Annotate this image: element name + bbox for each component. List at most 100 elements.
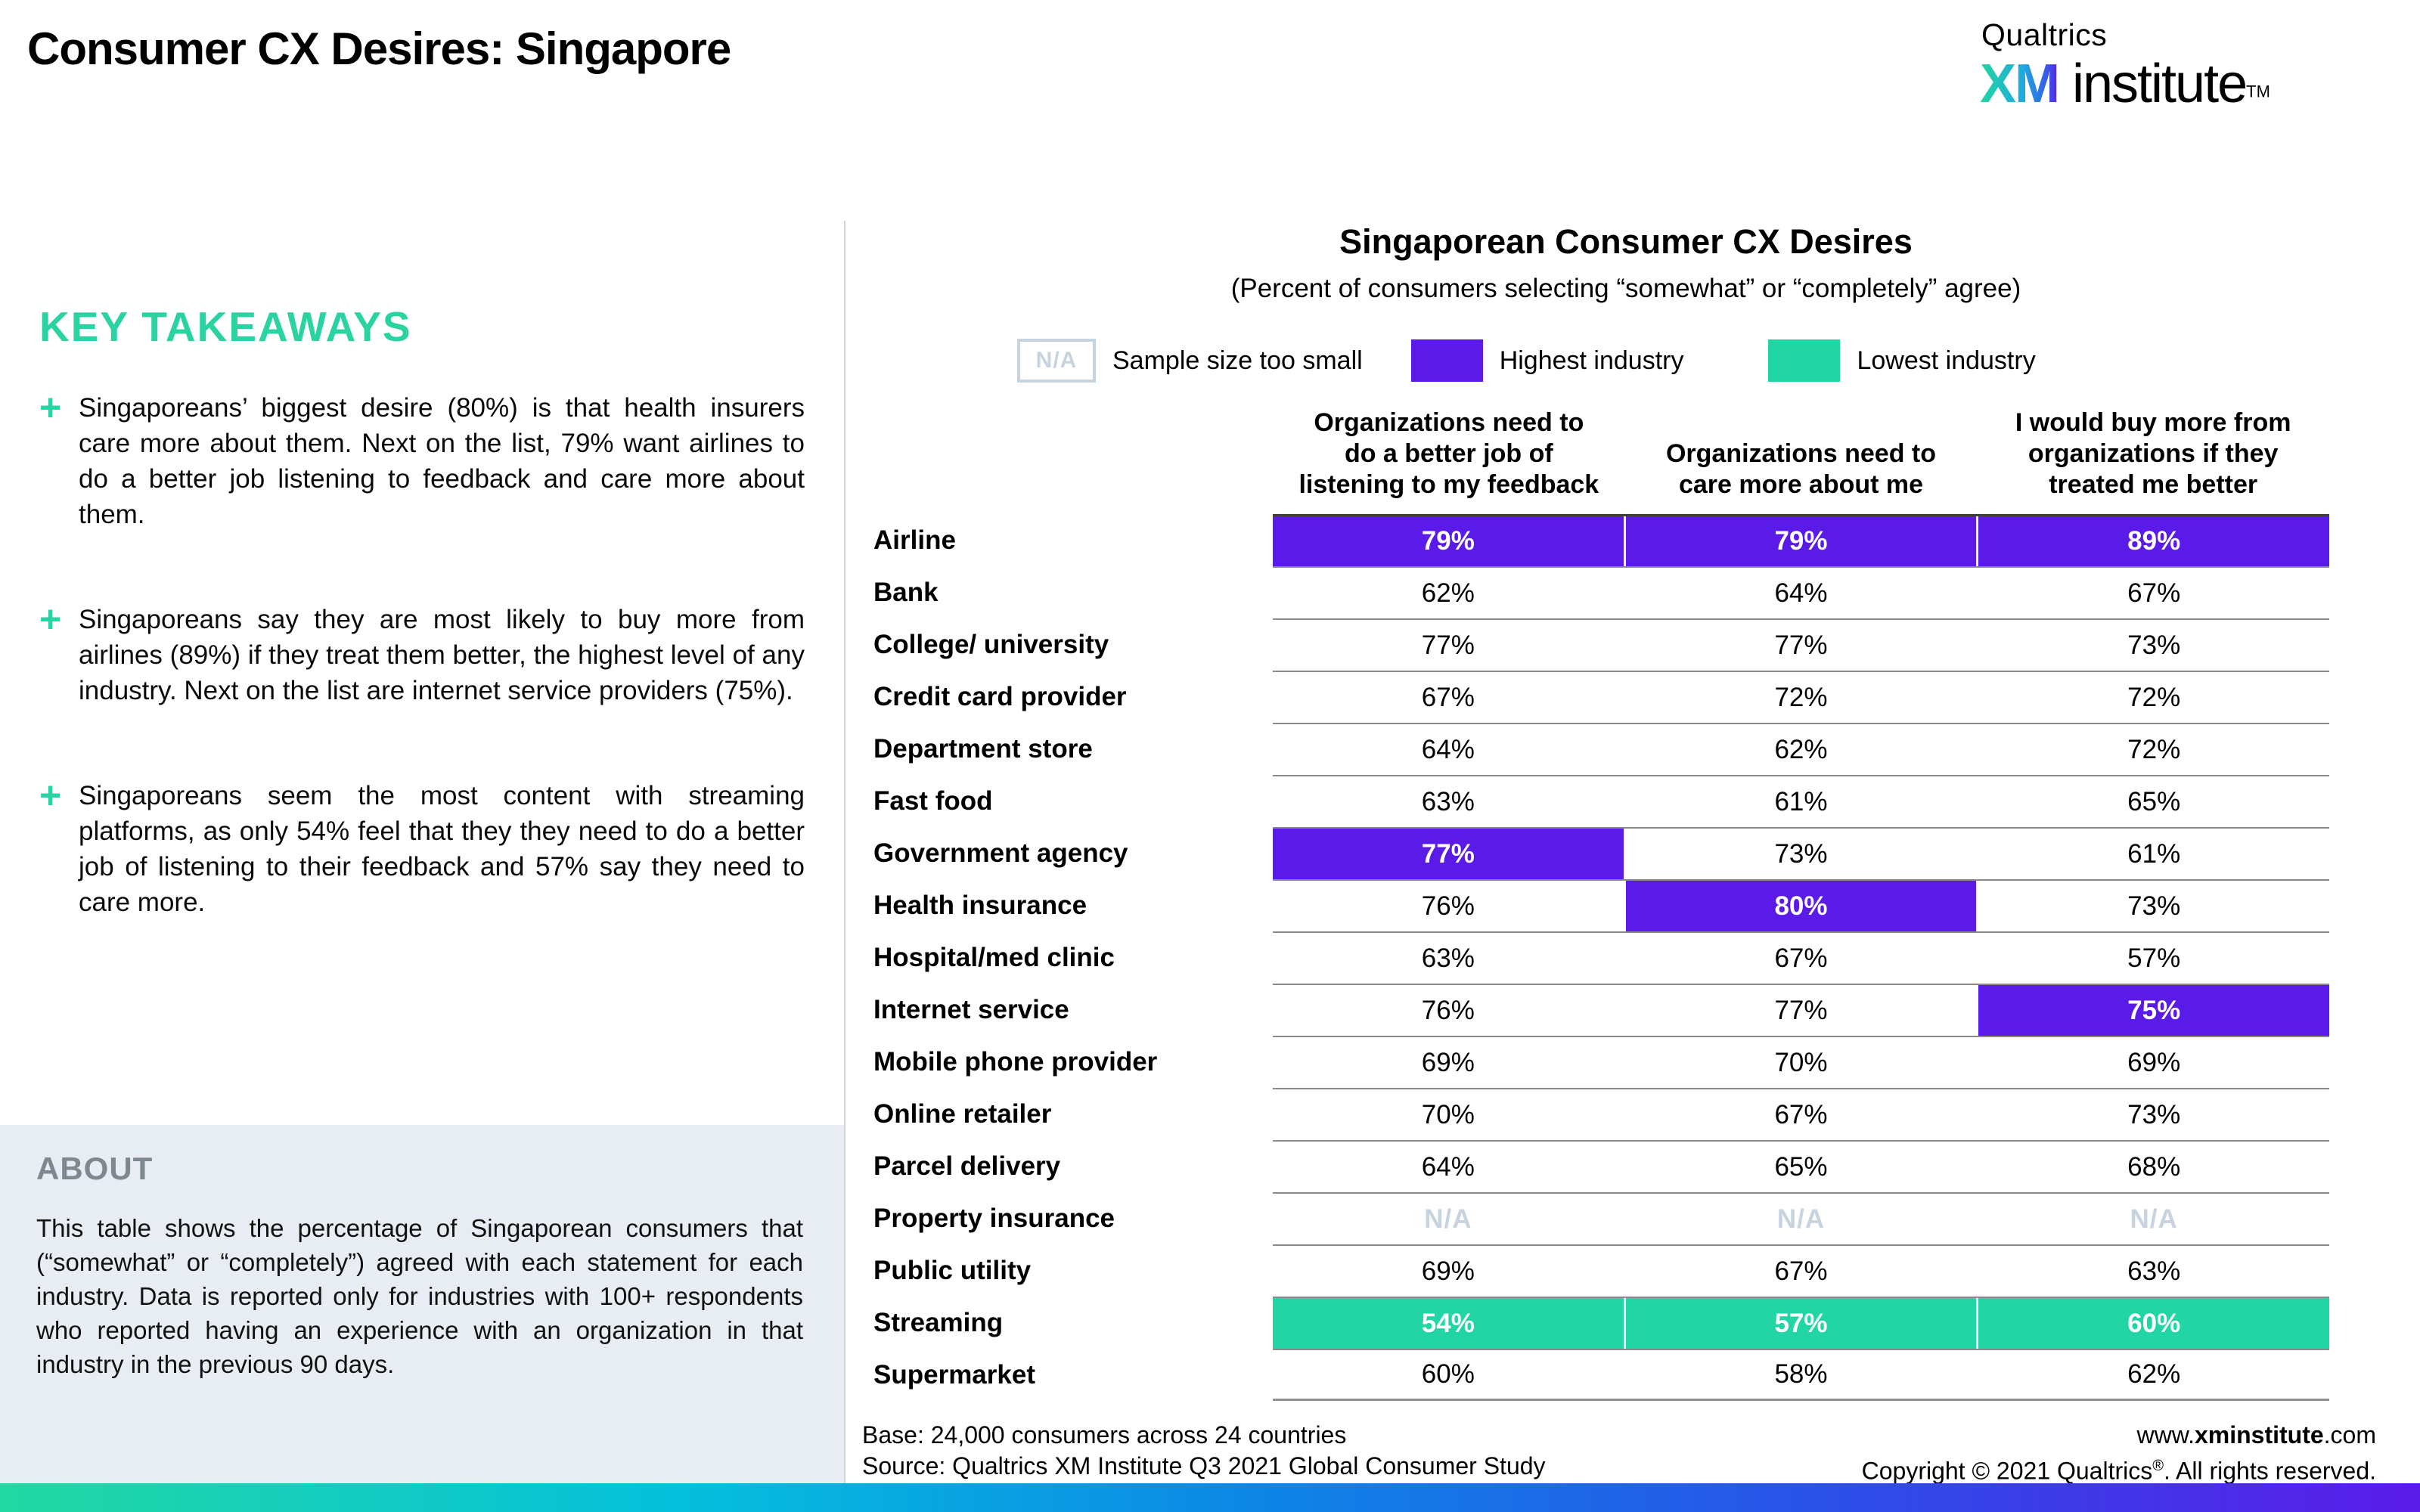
row-label: Mobile phone provider xyxy=(873,1046,1158,1077)
highest-industry-swatch xyxy=(1410,339,1483,382)
row-cells: 63% 67% 57% xyxy=(1273,931,2329,984)
row-label: Fast food xyxy=(873,785,993,816)
value-cell: N/A xyxy=(1623,1194,1977,1244)
table-row: Airline 79% 79% 89% xyxy=(873,514,2330,566)
website-url: www.xminstitute.com xyxy=(2136,1421,2376,1448)
row-cells: 63% 61% 65% xyxy=(1273,775,2329,827)
value-cell: 73% xyxy=(1976,881,2329,931)
table-row: Supermarket 60% 58% 62% xyxy=(873,1349,2329,1401)
value-cell: 63% xyxy=(1421,786,1475,816)
value-cell: 69% xyxy=(1976,1037,2329,1088)
table-row: Department store 64% 62% 72% xyxy=(873,723,2329,775)
value-cell: 61% xyxy=(1623,776,1977,827)
table-row: Hospital/med clinic 63% 67% 57% xyxy=(873,931,2329,984)
value-cell: 70% xyxy=(1623,1037,1977,1088)
row-cells: 77% 73% 61% xyxy=(1273,827,2329,879)
legend: N/A Sample size too small Highest indust… xyxy=(1017,339,2036,383)
value-cell: 65% xyxy=(1976,776,2329,827)
table-row: Fast food 63% 61% 65% xyxy=(873,775,2329,827)
footer-source-block: Base: 24,000 consumers across 24 countri… xyxy=(862,1420,1546,1482)
value-cell: 62% xyxy=(1976,1350,2329,1399)
value-cell: 76% xyxy=(1421,995,1475,1025)
value-cell: 73% xyxy=(1976,1089,2329,1140)
value-cell: 73% xyxy=(1623,829,1977,879)
page-title: Consumer CX Desires: Singapore xyxy=(27,23,731,74)
row-cells: 64% 62% 72% xyxy=(1273,723,2329,775)
row-label: Airline xyxy=(873,525,956,555)
column-headers: Organizations need to do a better job of l… xyxy=(1273,404,2329,505)
row-label: Credit card provider xyxy=(873,681,1127,711)
value-cell: 61% xyxy=(1976,829,2329,879)
row-cells: 67% 72% 72% xyxy=(1273,671,2329,723)
row-cells: 76% 80% 73% xyxy=(1273,879,2329,931)
qualtrics-xm-institute-logo: Qualtrics XM instituteTM xyxy=(1980,20,2270,114)
value-cell: 76% xyxy=(1421,891,1475,921)
row-label: Online retailer xyxy=(873,1098,1052,1129)
na-sample-box: N/A xyxy=(1017,339,1096,383)
takeaway-item: + Singaporeans seem the most content wit… xyxy=(39,774,805,920)
value-cell: 67% xyxy=(1623,1089,1977,1140)
takeaway-item: + Singaporeans say they are most likely … xyxy=(39,600,805,708)
plus-bullet-icon: + xyxy=(39,774,62,816)
takeaway-text: Singaporeans say they are most likely to… xyxy=(79,605,805,705)
chart-subtitle: (Percent of consumers selecting “somewha… xyxy=(1230,274,2021,303)
value-cell: 79% xyxy=(1273,516,1624,566)
column-header: I would buy more from organizations if th… xyxy=(2015,408,2291,499)
vertical-divider xyxy=(844,221,845,1483)
row-label: Department store xyxy=(873,733,1093,764)
value-cell: 63% xyxy=(1976,1246,2329,1297)
row-label: Public utility xyxy=(873,1255,1032,1285)
table-row: Government agency 77% 73% 61% xyxy=(873,827,2329,879)
row-label: Bank xyxy=(873,577,939,607)
table-row: College/ university 77% 77% 73% xyxy=(873,618,2329,671)
value-cell: 80% xyxy=(1623,881,1977,931)
table-row: Parcel delivery 64% 65% 68% xyxy=(873,1140,2329,1192)
value-cell: 67% xyxy=(1976,568,2329,618)
value-cell: 62% xyxy=(1421,578,1475,608)
value-cell: 77% xyxy=(1623,620,1977,671)
bottom-gradient-bar xyxy=(0,1483,2420,1512)
trademark-symbol: TM xyxy=(2246,82,2270,101)
table-row: Internet service 76% 77% 75% xyxy=(873,984,2330,1036)
value-cell: 57% xyxy=(1976,933,2329,984)
value-cell: 60% xyxy=(1421,1359,1475,1389)
table-body: Airline 79% 79% 89% Bank 62% 64% 67% College/ un… xyxy=(873,514,2330,1401)
row-label: Government agency xyxy=(873,838,1128,868)
value-cell: N/A xyxy=(1424,1204,1472,1234)
row-cells: 79% 79% 89% xyxy=(1273,514,2330,566)
value-cell: 67% xyxy=(1421,682,1475,712)
value-cell: 54% xyxy=(1273,1298,1624,1349)
value-cell: 57% xyxy=(1623,1298,1977,1349)
table-row: Health insurance 76% 80% 73% xyxy=(873,879,2329,931)
value-cell: 73% xyxy=(1976,620,2329,671)
table-row: Bank 62% 64% 67% xyxy=(873,566,2329,618)
row-cells: 54% 57% 60% xyxy=(1273,1297,2330,1349)
source-note: Source: Qualtrics XM Institute Q3 2021 G… xyxy=(862,1452,1546,1479)
value-cell: 64% xyxy=(1421,734,1475,764)
value-cell: 77% xyxy=(1273,829,1624,879)
row-label: Streaming xyxy=(873,1307,1004,1337)
value-cell: 60% xyxy=(1976,1298,2330,1349)
key-takeaways-section: KEY TAKEAWAYS + Singaporeans’ biggest de… xyxy=(39,302,805,920)
column-header: Organizations need to care more about me xyxy=(1665,439,1937,499)
table-row: Mobile phone provider 69% 70% 69% xyxy=(873,1036,2329,1088)
value-cell: 62% xyxy=(1623,724,1977,775)
value-cell: 63% xyxy=(1421,943,1475,973)
logo-institute: institute xyxy=(2059,54,2248,114)
value-cell: N/A xyxy=(1976,1194,2329,1244)
lowest-industry-swatch xyxy=(1768,339,1841,382)
row-cells: 76% 77% 75% xyxy=(1273,984,2330,1036)
value-cell: 72% xyxy=(1976,672,2329,723)
value-cell: 70% xyxy=(1421,1099,1475,1129)
value-cell: 68% xyxy=(1976,1142,2329,1192)
row-label: Hospital/med clinic xyxy=(873,942,1115,972)
row-cells: 77% 77% 73% xyxy=(1273,618,2329,671)
table-row: Credit card provider 67% 72% 72% xyxy=(873,671,2329,723)
legend-label-na: Sample size too small xyxy=(1112,345,1363,375)
value-cell: 77% xyxy=(1421,630,1475,660)
table-row: Online retailer 70% 67% 73% xyxy=(873,1088,2329,1140)
key-takeaways-heading: KEY TAKEAWAYS xyxy=(39,303,412,350)
row-cells: 60% 58% 62% xyxy=(1273,1349,2329,1401)
value-cell: 64% xyxy=(1421,1151,1475,1182)
base-note: Base: 24,000 consumers across 24 countri… xyxy=(862,1421,1347,1448)
